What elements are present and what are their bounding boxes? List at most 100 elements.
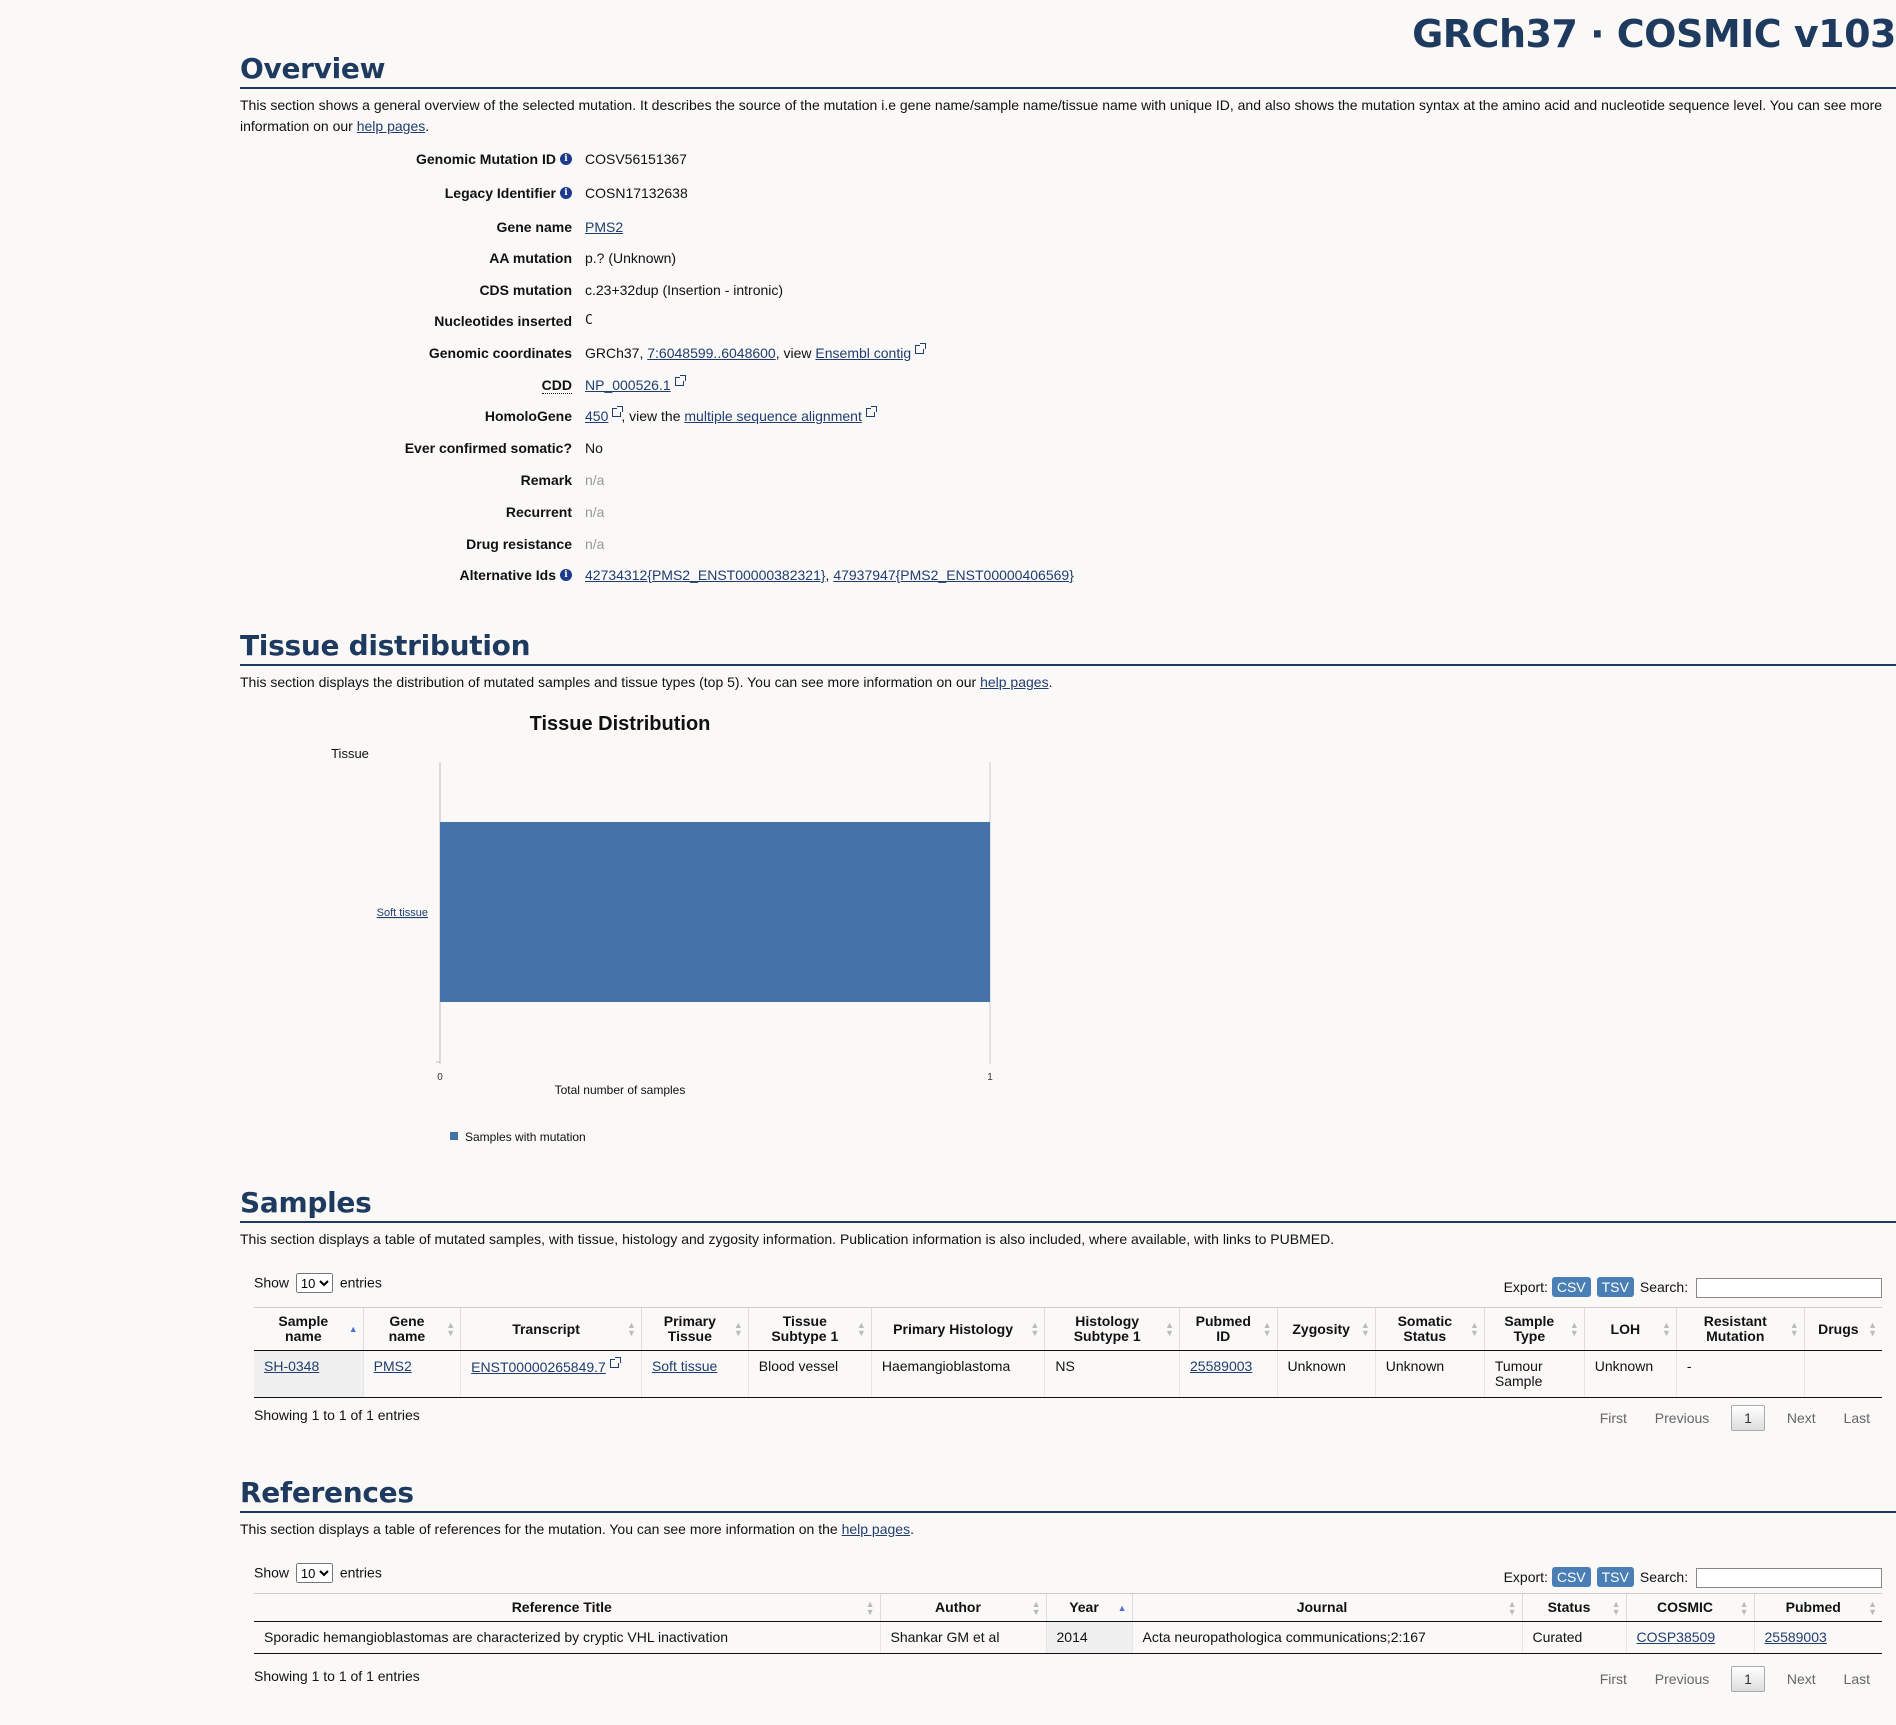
pager-first[interactable]: First [1599, 1671, 1627, 1687]
references-heading: References [240, 1476, 1896, 1513]
pager-last[interactable]: Last [1843, 1671, 1870, 1687]
value-genomic-mutation-id: COSV56151367 [585, 151, 687, 167]
column-header-pubmed-id[interactable]: Pubmed ID ▲ ▼ [1179, 1307, 1278, 1351]
column-header-sample-name[interactable]: Sample name ▲ [254, 1307, 364, 1351]
external-link-icon [612, 406, 624, 417]
column-header-year[interactable]: Year ▲ [1045, 1593, 1132, 1622]
sort-icon: ▲ ▼ [1030, 1320, 1040, 1338]
column-header-journal[interactable]: Journal ▲ ▼ [1131, 1593, 1522, 1622]
column-header-primary-histology[interactable]: Primary Histology ▲ ▼ [870, 1307, 1045, 1351]
info-icon[interactable]: i [560, 569, 572, 581]
primary-tissue-link[interactable]: Soft tissue [651, 1358, 718, 1374]
coordinates-link[interactable]: 7:6048599..6048600 [647, 345, 776, 361]
references-showing-info: Showing 1 to 1 of 1 entries [254, 1668, 420, 1684]
overview-section: Overview This section shows a general ov… [240, 52, 1896, 583]
help-pages-link[interactable]: help pages [980, 674, 1049, 690]
samples-page-size-select[interactable]: 10 [295, 1273, 333, 1293]
sort-icon: ▲ ▼ [1569, 1320, 1579, 1338]
loh-cell: Unknown [1583, 1350, 1677, 1398]
row-genomic-coordinates: Genomic coordinates GRCh37, 7:6048599..6… [240, 343, 1440, 369]
reference-title-cell: Sporadic hemangioblastomas are character… [254, 1621, 880, 1654]
gene-name-link[interactable]: PMS2 [585, 219, 624, 235]
info-icon[interactable]: i [560, 187, 572, 199]
chart-plot-area: 0 1 Soft tissue [377, 762, 993, 1083]
cdd-link[interactable]: NP_000526.1 [585, 377, 671, 393]
samples-search-input[interactable] [1696, 1278, 1882, 1299]
sort-icon: ▲ ▼ [1661, 1320, 1671, 1338]
resistant-mutation-cell: - [1675, 1350, 1805, 1398]
pager-last[interactable]: Last [1843, 1410, 1870, 1426]
column-header-loh[interactable]: LOH ▲ ▼ [1583, 1307, 1677, 1351]
overview-heading: Overview [240, 52, 1896, 89]
chart-category-label[interactable]: Soft tissue [377, 907, 428, 919]
references-page-size-select[interactable]: 10 [295, 1563, 333, 1583]
transcript-link[interactable]: ENST00000265849.7 [471, 1359, 606, 1375]
column-header-zygosity[interactable]: Zygosity ▲ ▼ [1276, 1307, 1376, 1351]
samples-table-footer: Showing 1 to 1 of 1 entries First Previo… [254, 1405, 1882, 1435]
sort-icon: ▲ ▼ [1262, 1320, 1272, 1338]
legend-swatch [450, 1132, 458, 1140]
column-header-resistant-mutation[interactable]: Resistant Mutation ▲ ▼ [1675, 1307, 1805, 1351]
help-pages-link[interactable]: help pages [356, 118, 426, 134]
references-section: References This section displays a table… [240, 1476, 1896, 1696]
column-header-cosmic[interactable]: COSMIC ▲ ▼ [1625, 1593, 1754, 1622]
samples-csv-button[interactable]: CSV [1551, 1277, 1591, 1297]
info-icon[interactable]: i [560, 153, 572, 165]
row-alternative-ids: Alternative Ids i 42734312{PMS2_ENST00000… [459, 567, 1074, 583]
column-header-somatic-status[interactable]: Somatic Status ▲ ▼ [1374, 1307, 1485, 1351]
sort-icon: ▲ ▼ [1031, 1598, 1041, 1617]
samples-tsv-button[interactable]: TSV [1596, 1277, 1634, 1297]
row-ever-confirmed-somatic: Ever confirmed somatic? No [240, 440, 1440, 464]
references-table-header: Reference Title ▲ ▼ Author ▲ ▼ Year ▲ Journal ▲ ▼ S… [254, 1593, 1882, 1622]
alternative-id-link[interactable]: 42734312{PMS2_ENST00000382321} [585, 567, 826, 583]
table-row: SH-0348 PMS2 ENST00000265849.7 Soft tissue B… [254, 1350, 1882, 1398]
column-header-tissue-subtype-1[interactable]: Tissue Subtype 1 ▲ ▼ [747, 1307, 872, 1351]
pager-first[interactable]: First [1599, 1410, 1627, 1426]
references-search-input[interactable] [1696, 1568, 1882, 1589]
ensembl-contig-link[interactable]: Ensembl contig [815, 345, 912, 361]
overview-intro: This section shows a general overview of… [240, 97, 1883, 134]
column-header-pubmed[interactable]: Pubmed ▲ ▼ [1753, 1593, 1882, 1622]
alternative-id-link[interactable]: 47937947{PMS2_ENST00000406569} [833, 567, 1074, 583]
column-header-transcript[interactable]: Transcript ▲ ▼ [460, 1307, 642, 1351]
row-remark: Remark n/a [240, 472, 1440, 496]
pager-next[interactable]: Next [1786, 1410, 1816, 1426]
pager-previous[interactable]: Previous [1654, 1410, 1710, 1426]
column-header-gene-name[interactable]: Gene name ▲ ▼ [362, 1307, 461, 1351]
pager-next[interactable]: Next [1786, 1671, 1816, 1687]
homologene-link[interactable]: 450 [585, 408, 609, 424]
label-homologene: HomoloGene [484, 408, 572, 424]
column-header-drugs[interactable]: Drugs ▲ ▼ [1803, 1307, 1882, 1351]
column-header-histology-subtype-1[interactable]: Histology Subtype 1 ▲ ▼ [1044, 1307, 1180, 1351]
pubmed-id-link[interactable]: 25589003 [1190, 1358, 1253, 1374]
samples-export-search: Export: CSV TSV Search: [1504, 1277, 1882, 1299]
column-header-author[interactable]: Author ▲ ▼ [879, 1593, 1046, 1622]
gene-name-link[interactable]: PMS2 [373, 1358, 412, 1374]
row-recurrent: Recurrent n/a [240, 504, 1440, 528]
journal-cell: Acta neuropathologica communications;2:1… [1131, 1621, 1522, 1654]
pager-page-1[interactable]: 1 [1731, 1666, 1765, 1692]
sort-icon: ▲ ▼ [856, 1320, 866, 1338]
legend-label[interactable]: Samples with mutation [465, 1130, 586, 1144]
sample-type-cell: Tumour Sample [1483, 1350, 1585, 1398]
references-csv-button[interactable]: CSV [1551, 1567, 1591, 1587]
sample-name-link[interactable]: SH-0348 [264, 1358, 320, 1374]
column-header-reference-title[interactable]: Reference Title ▲ ▼ [254, 1593, 880, 1622]
column-header-primary-tissue[interactable]: Primary Tissue ▲ ▼ [640, 1307, 749, 1351]
row-homologene: HomoloGene 450, view the multiple sequen… [240, 406, 1440, 432]
sequence-alignment-link[interactable]: multiple sequence alignment [684, 408, 862, 424]
sort-icon: ▲ ▼ [1360, 1320, 1370, 1338]
chart-bar[interactable] [440, 822, 990, 1002]
year-cell: 2014 [1045, 1621, 1132, 1654]
help-pages-link[interactable]: help pages [841, 1521, 911, 1537]
cosmic-link[interactable]: COSP38509 [1636, 1629, 1716, 1645]
pager-previous[interactable]: Previous [1654, 1671, 1710, 1687]
histology-subtype-cell: NS [1044, 1350, 1180, 1398]
pager-page-1[interactable]: 1 [1731, 1405, 1765, 1431]
chart-x-tick-label: 1 [987, 1072, 993, 1083]
column-header-sample-type[interactable]: Sample Type ▲ ▼ [1483, 1307, 1585, 1351]
column-header-status[interactable]: Status ▲ ▼ [1521, 1593, 1626, 1622]
pubmed-link[interactable]: 25589003 [1764, 1629, 1827, 1645]
references-tsv-button[interactable]: TSV [1596, 1567, 1634, 1587]
value-ever-confirmed: No [585, 440, 603, 456]
